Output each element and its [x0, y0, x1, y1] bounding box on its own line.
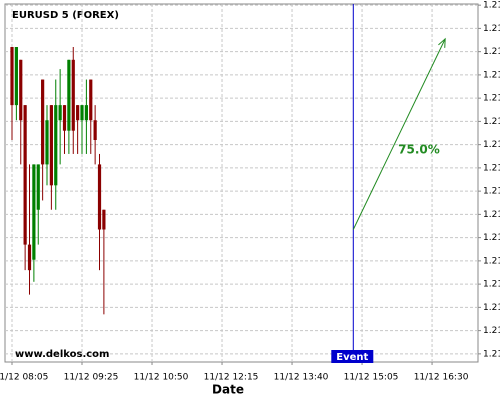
y-tick-label: 1.2119: [483, 233, 500, 243]
candle-body: [54, 105, 58, 186]
candle-body: [32, 164, 36, 260]
x-tick-label: 11/12 09:25: [64, 373, 119, 383]
candle-body: [36, 164, 40, 210]
y-tick-label: 1.2139: [483, 1, 500, 11]
event-label: Event: [336, 352, 368, 363]
candle-body: [27, 244, 32, 271]
y-tick-label: 1.2131: [483, 94, 500, 104]
y-tick-label: 1.2125: [483, 163, 500, 173]
y-tick-label: 1.2135: [483, 47, 500, 57]
x-axis-label: Date: [212, 383, 244, 397]
x-tick-label: 11/12 15:05: [344, 373, 399, 383]
candle-body: [71, 59, 75, 131]
event-box: [331, 350, 374, 363]
chart-title: EURUSD 5 (FOREX): [12, 10, 119, 21]
y-tick-label: 1.2117: [483, 256, 500, 266]
projection-label: 75.0%: [398, 143, 440, 157]
y-tick-label: 1.2133: [483, 70, 500, 80]
projection-arrow: [352, 38, 446, 230]
candle-body: [49, 105, 53, 186]
candle-body: [10, 47, 14, 106]
y-tick-label: 1.2127: [483, 140, 500, 150]
candle-body: [102, 209, 106, 230]
watermark: www.delkos.com: [15, 349, 109, 360]
candle-body: [89, 79, 93, 121]
candle-body: [67, 59, 71, 131]
candle-body: [80, 105, 84, 121]
y-tick-label: 1.2109: [483, 349, 500, 359]
candle-body: [58, 105, 62, 121]
candle-body: [84, 105, 88, 121]
candle-body: [14, 47, 18, 106]
candle-body: [76, 105, 80, 121]
x-tick-label: 11/12 16:30: [414, 373, 469, 383]
x-tick-label: 11/12 13:40: [274, 373, 329, 383]
plot-area: [4, 3, 479, 363]
y-tick-label: 1.2115: [483, 280, 500, 290]
y-tick-label: 1.2111: [483, 326, 500, 336]
candle-body: [23, 105, 27, 245]
candle-body: [45, 120, 49, 165]
y-tick-label: 1.2123: [483, 187, 500, 197]
candle-body: [93, 120, 97, 140]
candle-body: [19, 59, 23, 121]
candle-body: [41, 79, 45, 165]
y-tick-label: 1.2129: [483, 117, 500, 127]
y-tick-label: 1.2137: [483, 24, 500, 34]
arrow-head: [438, 37, 446, 48]
candle-body: [97, 164, 102, 230]
y-tick-label: 1.2113: [483, 303, 500, 313]
y-tick-label: 1.2121: [483, 210, 500, 220]
x-tick-label: 11/12 08:05: [0, 373, 48, 383]
candle-body: [62, 105, 67, 131]
x-tick-label: 11/12 10:50: [134, 373, 189, 383]
x-tick-label: 11/12 12:15: [204, 373, 259, 383]
